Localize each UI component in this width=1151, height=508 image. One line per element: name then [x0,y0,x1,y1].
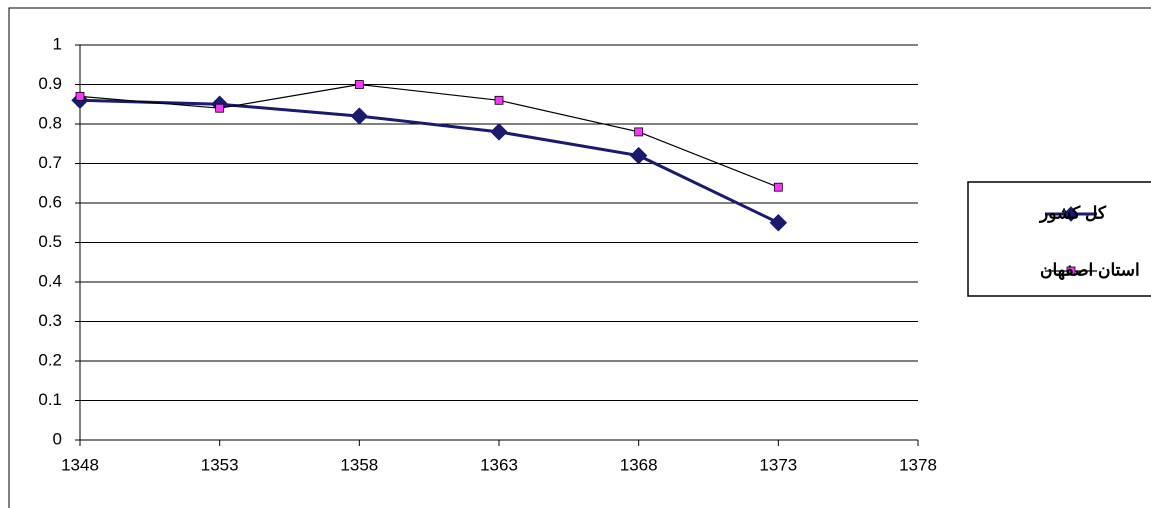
marker [773,182,783,192]
y-tick-label: 0 [53,429,62,448]
y-tick-label: 0.7 [38,153,62,172]
marker [490,123,508,141]
x-tick-label: 1368 [620,455,658,474]
y-tick-label: 0.3 [38,311,62,330]
x-tick-label: 1353 [201,455,239,474]
y-tick-label: 0.1 [38,390,62,409]
x-tick-label: 1363 [480,455,518,474]
marker [350,107,369,125]
marker [629,146,648,165]
legend-label: استان اصفهان [1040,260,1140,280]
marker [215,103,225,113]
x-tick-label: 1348 [61,455,99,474]
x-tick-label: 1358 [340,455,378,474]
marker [769,214,788,232]
x-tick-label: 1373 [759,455,797,474]
y-tick-label: 0.6 [38,192,62,211]
marker [75,91,85,101]
legend-marker [1066,266,1076,276]
x-tick-label: 1378 [899,455,937,474]
legend-box [967,181,1151,297]
y-tick-label: 0.8 [38,113,62,132]
y-tick-label: 0.2 [38,350,62,369]
y-tick-label: 1 [53,34,62,53]
y-tick-label: 0.5 [38,232,62,251]
y-tick-label: 0.9 [38,74,62,93]
marker [494,95,504,105]
series-line [79,83,779,188]
marker [634,127,644,137]
series-line [79,98,779,225]
legend-marker [1063,206,1079,222]
legend-label: کل کشور [1038,203,1107,223]
marker [354,80,364,89]
y-tick-label: 0.4 [38,271,62,290]
chart-frame [8,7,1151,508]
